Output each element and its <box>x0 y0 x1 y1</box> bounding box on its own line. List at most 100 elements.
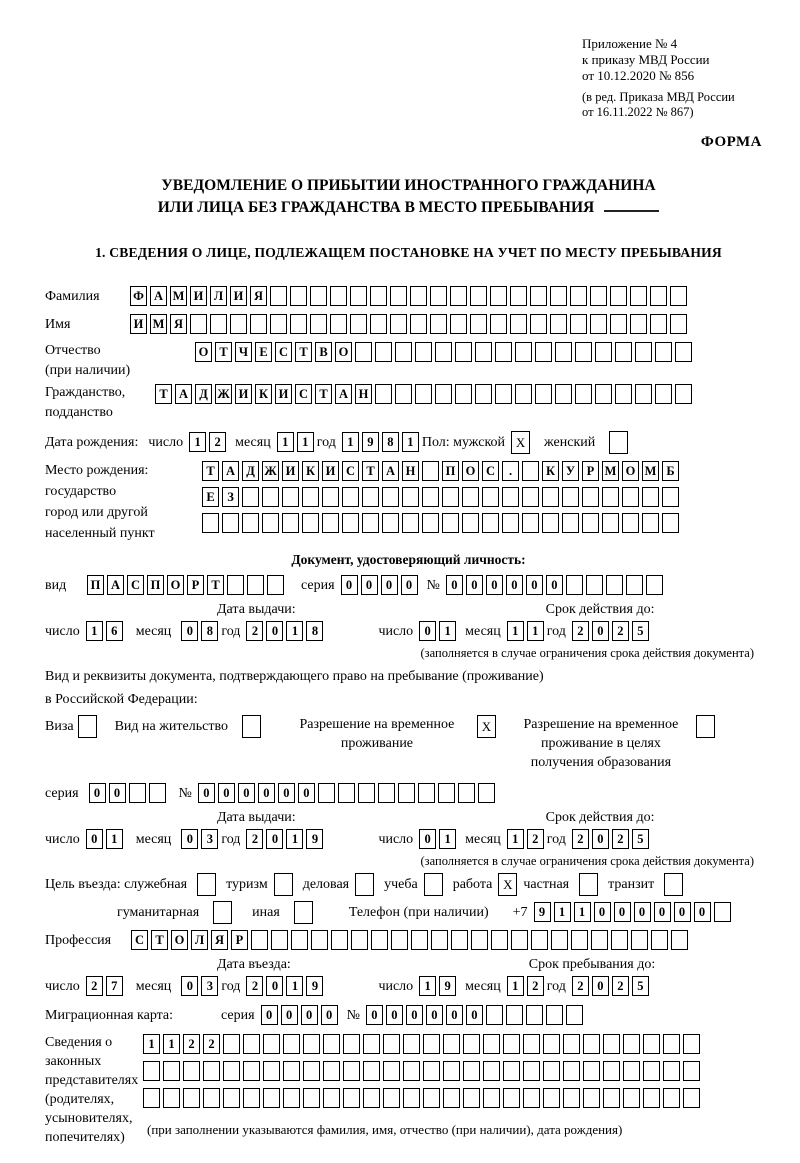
char-cell[interactable] <box>417 783 435 803</box>
char-cell[interactable]: 1 <box>189 432 207 452</box>
char-cell[interactable] <box>343 1034 360 1054</box>
char-cell[interactable]: А <box>107 575 124 595</box>
char-cell[interactable]: 2 <box>209 432 227 452</box>
char-cell[interactable] <box>183 1088 200 1108</box>
char-cell[interactable] <box>675 384 692 404</box>
char-cell[interactable] <box>267 575 284 595</box>
char-cell[interactable]: И <box>322 461 339 481</box>
char-cell[interactable]: Т <box>215 342 232 362</box>
char-cell[interactable]: С <box>127 575 144 595</box>
char-cell[interactable] <box>302 513 319 533</box>
char-cell[interactable]: 9 <box>306 976 324 996</box>
char-cell[interactable] <box>550 286 567 306</box>
char-cell[interactable] <box>250 314 267 334</box>
char-cell[interactable]: Д <box>195 384 212 404</box>
char-cell[interactable]: Р <box>231 930 248 950</box>
char-cell[interactable]: В <box>315 342 332 362</box>
char-cell[interactable] <box>670 286 687 306</box>
char-cell[interactable]: 0 <box>260 1005 278 1025</box>
char-cell[interactable]: 0 <box>257 783 275 803</box>
purpose-humanitarian-checkbox[interactable] <box>213 901 233 924</box>
char-cell[interactable] <box>502 513 519 533</box>
char-cell[interactable] <box>503 1088 520 1108</box>
temp-residence-edu-checkbox[interactable] <box>695 715 715 738</box>
char-cell[interactable]: 2 <box>526 829 544 849</box>
char-cell[interactable]: 2 <box>526 976 544 996</box>
char-cell[interactable]: М <box>170 286 187 306</box>
char-cell[interactable]: 0 <box>593 902 611 922</box>
char-cell[interactable] <box>523 1088 540 1108</box>
char-cell[interactable] <box>602 487 619 507</box>
char-cell[interactable] <box>411 930 428 950</box>
char-cell[interactable] <box>303 1061 320 1081</box>
char-cell[interactable] <box>375 384 392 404</box>
char-cell[interactable] <box>270 314 287 334</box>
char-cell[interactable] <box>395 384 412 404</box>
char-cell[interactable]: 0 <box>505 575 523 595</box>
char-cell[interactable]: 0 <box>445 575 463 595</box>
char-cell[interactable] <box>390 314 407 334</box>
char-cell[interactable]: 2 <box>183 1034 200 1054</box>
char-cell[interactable] <box>410 314 427 334</box>
char-cell[interactable]: 0 <box>266 829 284 849</box>
char-cell[interactable] <box>642 513 659 533</box>
char-cell[interactable]: Ж <box>215 384 232 404</box>
char-cell[interactable] <box>623 1088 640 1108</box>
char-cell[interactable] <box>482 513 499 533</box>
char-cell[interactable] <box>423 1088 440 1108</box>
char-cell[interactable]: 2 <box>571 829 589 849</box>
char-cell[interactable] <box>625 575 643 595</box>
char-cell[interactable] <box>583 1061 600 1081</box>
char-cell[interactable] <box>555 342 572 362</box>
char-cell[interactable]: 0 <box>591 829 609 849</box>
char-cell[interactable] <box>565 575 583 595</box>
char-cell[interactable] <box>650 314 667 334</box>
char-cell[interactable] <box>128 783 146 803</box>
char-cell[interactable]: 1 <box>506 829 524 849</box>
char-cell[interactable]: 0 <box>653 902 671 922</box>
char-cell[interactable] <box>371 930 388 950</box>
char-cell[interactable] <box>271 930 288 950</box>
char-cell[interactable] <box>343 1088 360 1108</box>
char-cell[interactable] <box>243 1061 260 1081</box>
char-cell[interactable]: 0 <box>280 1005 298 1025</box>
char-cell[interactable]: К <box>542 461 559 481</box>
char-cell[interactable] <box>630 314 647 334</box>
char-cell[interactable]: 9 <box>439 976 457 996</box>
char-cell[interactable] <box>143 1088 160 1108</box>
char-cell[interactable]: 0 <box>266 976 284 996</box>
char-cell[interactable] <box>671 930 688 950</box>
char-cell[interactable]: 0 <box>400 575 418 595</box>
char-cell[interactable] <box>713 902 731 922</box>
char-cell[interactable]: 1 <box>526 621 544 641</box>
char-cell[interactable] <box>535 384 552 404</box>
char-cell[interactable] <box>323 1061 340 1081</box>
char-cell[interactable] <box>362 487 379 507</box>
char-cell[interactable] <box>262 513 279 533</box>
char-cell[interactable] <box>395 342 412 362</box>
char-cell[interactable] <box>462 487 479 507</box>
char-cell[interactable] <box>563 1061 580 1081</box>
char-cell[interactable] <box>377 783 395 803</box>
char-cell[interactable] <box>331 930 348 950</box>
char-cell[interactable]: 1 <box>573 902 591 922</box>
char-cell[interactable] <box>435 342 452 362</box>
char-cell[interactable]: 0 <box>300 1005 318 1025</box>
char-cell[interactable] <box>522 487 539 507</box>
char-cell[interactable] <box>615 384 632 404</box>
char-cell[interactable] <box>623 1034 640 1054</box>
char-cell[interactable] <box>495 384 512 404</box>
char-cell[interactable] <box>495 342 512 362</box>
char-cell[interactable]: С <box>295 384 312 404</box>
char-cell[interactable]: 0 <box>673 902 691 922</box>
char-cell[interactable]: 0 <box>545 575 563 595</box>
char-cell[interactable] <box>422 461 439 481</box>
char-cell[interactable] <box>223 1088 240 1108</box>
